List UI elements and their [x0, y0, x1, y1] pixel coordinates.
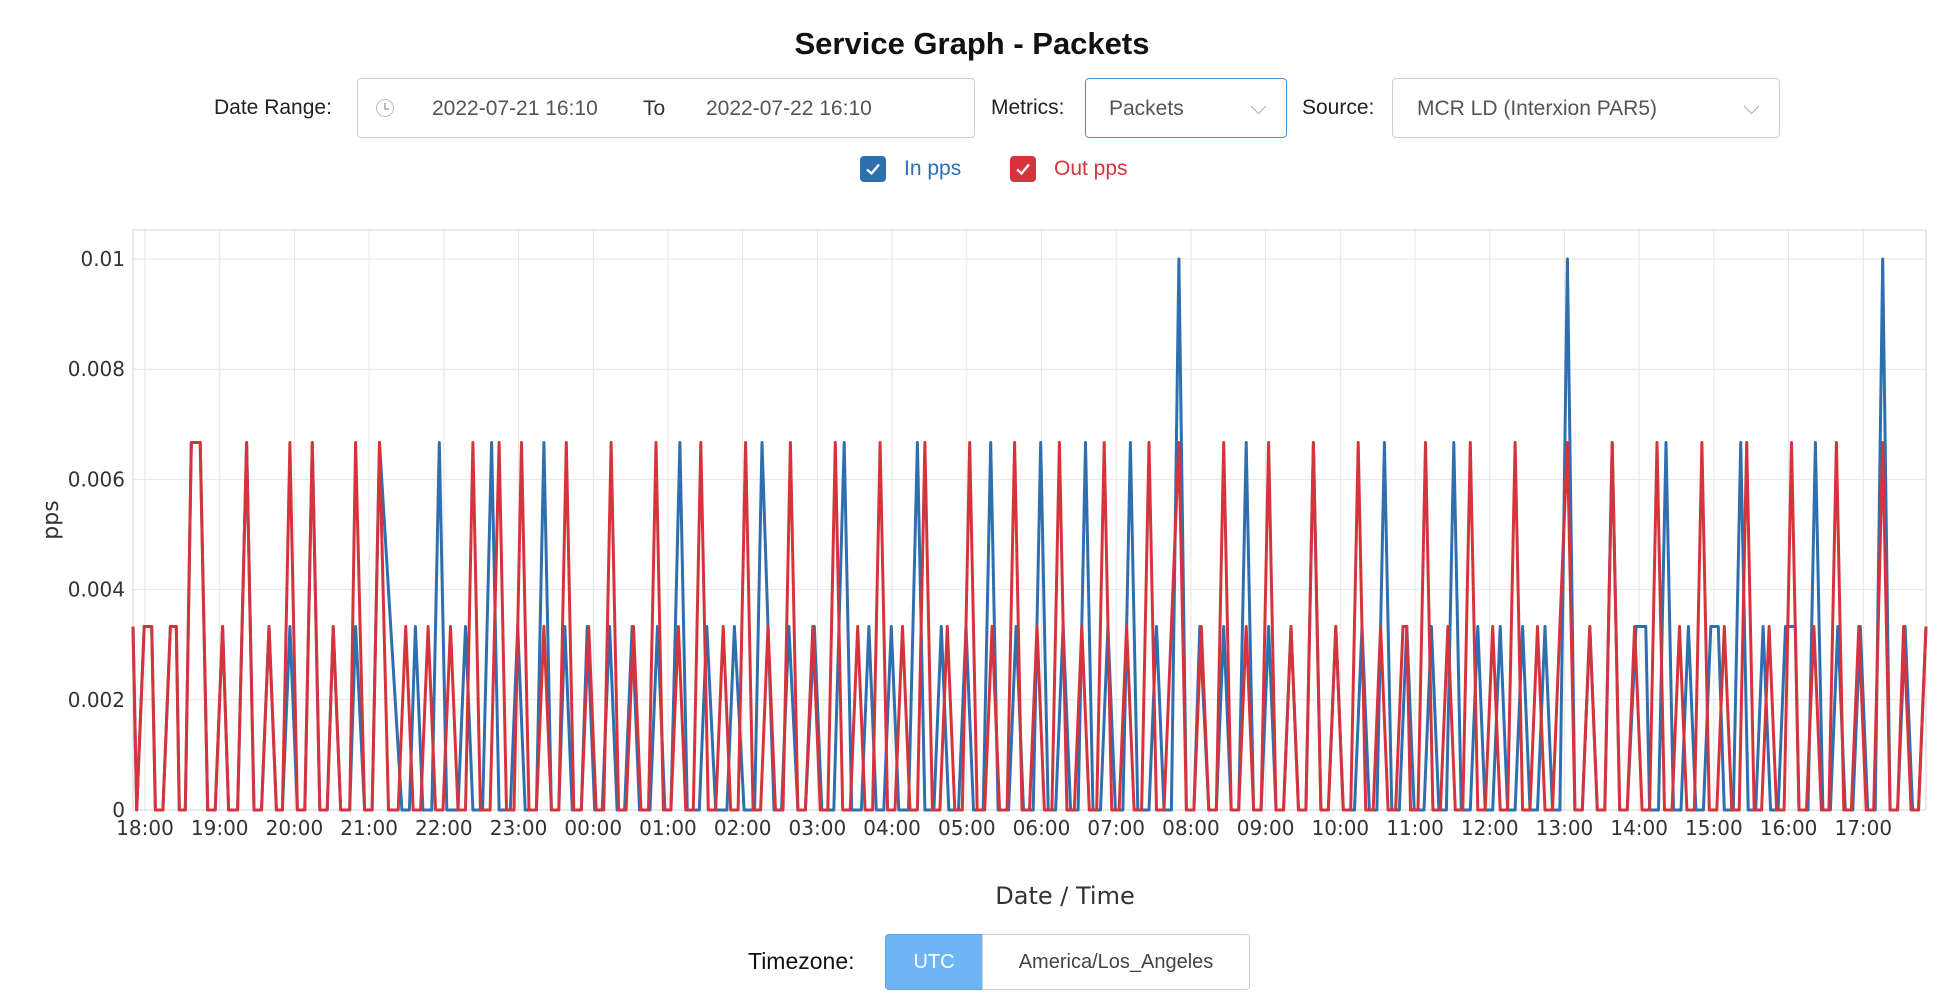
y-tick-label: 0.008: [68, 357, 125, 381]
page-title: Service Graph - Packets: [794, 26, 1150, 61]
x-tick-label: 01:00: [639, 816, 697, 840]
x-tick-label: 04:00: [863, 816, 921, 840]
x-tick-label: 20:00: [266, 816, 324, 840]
x-axis-label: Date / Time: [995, 882, 1134, 910]
date-range-label: Date Range:: [214, 96, 332, 119]
source-label: Source:: [1302, 96, 1375, 119]
date-to-label: To: [643, 97, 666, 120]
x-axis: 18:00 19:00 20:00 21:00 22:00 23:00 00:00 01:00…: [116, 816, 1892, 840]
x-tick-label: 23:00: [490, 816, 548, 840]
metrics-value: Packets: [1109, 97, 1184, 120]
timezone-la-button[interactable]: America/Los_Angeles: [982, 934, 1250, 990]
x-tick-label: 19:00: [191, 816, 249, 840]
date-from-input[interactable]: 2022-07-21 16:10: [432, 97, 598, 120]
x-tick-label: 17:00: [1834, 816, 1892, 840]
source-value: MCR LD (Interxion PAR5): [1417, 97, 1658, 120]
x-tick-label: 10:00: [1312, 816, 1370, 840]
date-to-input[interactable]: 2022-07-22 16:10: [706, 97, 872, 120]
x-tick-label: 00:00: [564, 816, 622, 840]
timezone-label: Timezone:: [748, 948, 855, 974]
out-pps-label: Out pps: [1054, 157, 1128, 180]
x-tick-label: 15:00: [1685, 816, 1743, 840]
x-tick-label: 08:00: [1162, 816, 1220, 840]
in-pps-checkbox[interactable]: [860, 156, 886, 182]
y-axis-label: pps: [39, 500, 64, 539]
x-tick-label: 21:00: [340, 816, 398, 840]
x-tick-label: 14:00: [1610, 816, 1668, 840]
series-line-out-pps: [131, 441, 1928, 812]
y-tick-label: 0.01: [80, 247, 125, 271]
x-tick-label: 09:00: [1237, 816, 1295, 840]
x-tick-label: 16:00: [1760, 816, 1818, 840]
date-range-picker[interactable]: 2022-07-21 16:10 To 2022-07-22 16:10: [357, 78, 975, 138]
series-line-in-pps: [131, 257, 1928, 812]
check-icon: [1016, 163, 1030, 176]
y-tick-label: 0.002: [68, 688, 125, 712]
check-icon: [866, 163, 880, 176]
chevron-down-icon: [1743, 98, 1760, 115]
packets-chart: 0 0.002 0.004 0.006 0.008 0.01 18:00 19:00 20:0…: [39, 229, 1928, 910]
y-tick-label: 0.004: [68, 578, 125, 602]
x-tick-label: 03:00: [789, 816, 847, 840]
x-tick-label: 02:00: [714, 816, 772, 840]
x-tick-label: 18:00: [116, 816, 174, 840]
source-select[interactable]: MCR LD (Interxion PAR5): [1392, 78, 1780, 138]
x-tick-label: 11:00: [1386, 816, 1444, 840]
x-tick-label: 22:00: [415, 816, 473, 840]
x-tick-label: 07:00: [1087, 816, 1145, 840]
y-tick-label: 0.006: [68, 467, 125, 491]
chevron-down-icon: [1250, 98, 1267, 115]
out-pps-checkbox[interactable]: [1010, 156, 1036, 182]
filter-bar: Date Range: 2022-07-21 16:10 To 2022-07-…: [0, 78, 1944, 140]
y-tick-label: 0: [112, 798, 125, 822]
timezone-utc-button[interactable]: UTC: [885, 934, 983, 990]
x-tick-label: 06:00: [1013, 816, 1071, 840]
chart-series: [131, 257, 1928, 812]
x-tick-label: 13:00: [1536, 816, 1594, 840]
clock-icon: [376, 99, 394, 117]
x-tick-label: 05:00: [938, 816, 996, 840]
legend-item-in[interactable]: In pps: [860, 154, 961, 184]
metrics-label: Metrics:: [991, 96, 1065, 119]
y-axis: 0 0.002 0.004 0.006 0.008 0.01: [68, 247, 125, 822]
in-pps-label: In pps: [904, 157, 962, 180]
metrics-select[interactable]: Packets: [1085, 78, 1287, 138]
legend-item-out[interactable]: Out pps: [1010, 154, 1128, 184]
chart-legend: In pps Out pps: [0, 154, 1944, 184]
x-tick-label: 12:00: [1461, 816, 1519, 840]
